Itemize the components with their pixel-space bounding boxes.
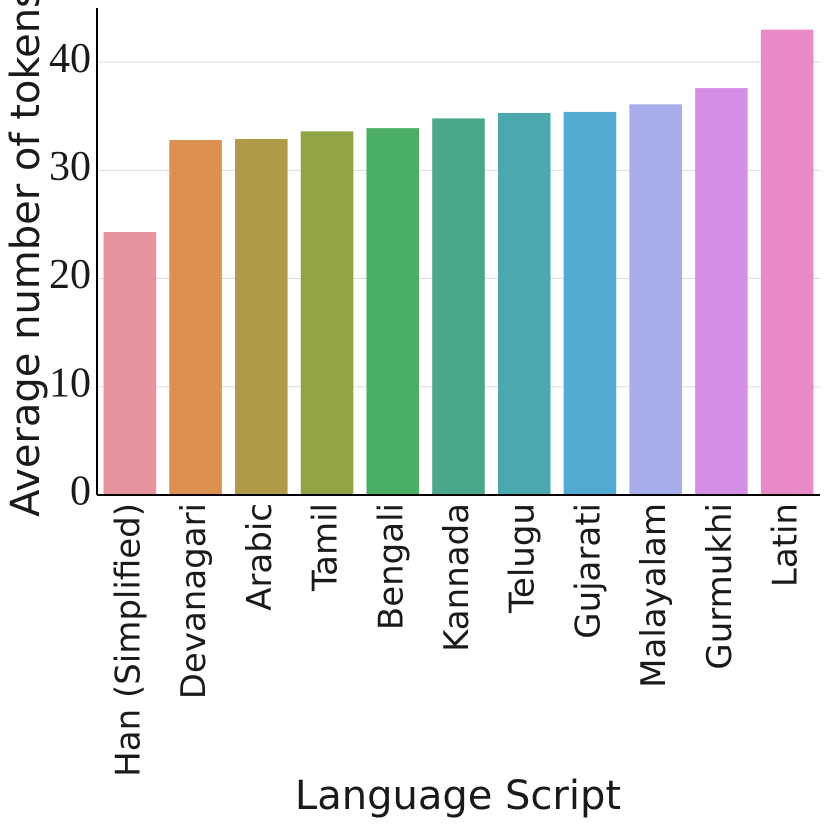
bar	[760, 29, 814, 496]
bar	[169, 140, 222, 495]
x-tick-label: Tamil	[306, 503, 346, 592]
bar	[235, 138, 288, 495]
bar	[432, 118, 485, 496]
bar	[563, 111, 617, 495]
bar	[629, 104, 682, 495]
x-tick-label: Latin	[766, 503, 806, 587]
x-axis-label: Language Script	[295, 773, 621, 819]
x-tick-label: Bengali	[371, 503, 411, 630]
x-tick-label: Han (Simplified)	[108, 503, 148, 777]
bar	[300, 131, 354, 495]
y-tick-label: 40	[49, 36, 91, 82]
x-tick-label: Gujarati	[568, 503, 608, 639]
y-tick-label: 10	[49, 360, 91, 406]
bar	[103, 232, 157, 495]
x-tick-label: Telugu	[503, 503, 543, 614]
x-tick-label: Kannada	[437, 503, 477, 652]
x-tick-label: Gurmukhi	[700, 503, 740, 670]
x-tick-label: Malayalam	[634, 503, 674, 688]
y-axis-label: Average number of tokens	[3, 0, 49, 517]
y-tick-label: 20	[49, 252, 91, 298]
bar	[366, 128, 420, 496]
bar	[695, 88, 748, 495]
x-tick-label: Devanagari	[174, 503, 214, 699]
x-tick-label: Arabic	[240, 503, 280, 611]
bar	[497, 112, 551, 495]
y-tick-label: 30	[49, 144, 91, 190]
y-tick-label: 0	[70, 469, 91, 515]
